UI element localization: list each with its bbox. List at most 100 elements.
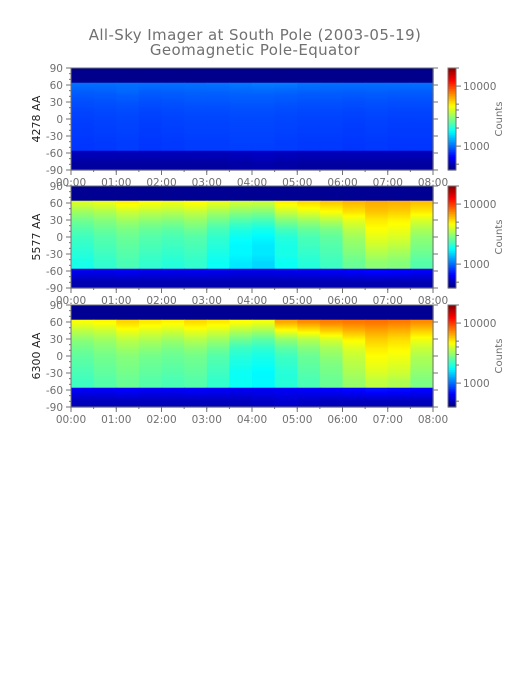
heatmap-cell: [342, 125, 366, 128]
heatmap-cell: [93, 327, 117, 330]
heatmap-cell: [161, 378, 185, 381]
heatmap-cell: [229, 305, 253, 307]
heatmap-cell: [274, 252, 298, 255]
heatmap-cell: [410, 125, 434, 128]
heatmap-cell: [116, 138, 140, 140]
heatmap-cell: [252, 273, 276, 275]
heatmap-cell: [116, 371, 140, 374]
heatmap-cell: [71, 132, 95, 135]
heatmap-cell: [342, 277, 366, 280]
heatmap-cell: [365, 214, 389, 217]
heatmap-cell: [229, 239, 253, 241]
heatmap-cell: [319, 80, 344, 83]
heatmap-cell: [93, 284, 117, 287]
heatmap-cell: [138, 192, 163, 195]
heatmap-cell: [161, 356, 185, 358]
heatmap-cell: [252, 277, 276, 280]
heatmap-cell: [71, 149, 95, 152]
heatmap-cell: [184, 131, 208, 134]
heatmap-cell: [387, 134, 411, 137]
heatmap-cell: [365, 85, 389, 87]
heatmap-cell: [229, 132, 253, 135]
heatmap-cell: [206, 201, 230, 204]
heatmap-cell: [342, 377, 366, 380]
heatmap-cell: [138, 344, 163, 347]
heatmap-cell: [229, 396, 253, 399]
heatmap-cell: [365, 316, 389, 319]
heatmap-cell: [319, 325, 344, 328]
heatmap-cell: [387, 148, 411, 151]
heatmap-cell: [116, 317, 140, 320]
heatmap-cell: [410, 362, 434, 365]
heatmap-cell: [319, 78, 344, 80]
heatmap-cell: [365, 394, 389, 397]
heatmap-cell: [252, 369, 276, 372]
heatmap-cell: [206, 224, 230, 227]
heatmap-cell: [319, 128, 344, 130]
heatmap-cell: [93, 337, 117, 340]
heatmap-cell: [365, 386, 389, 389]
heatmap-cell: [410, 88, 434, 91]
heatmap-cell: [161, 148, 185, 151]
heatmap-cell: [206, 97, 230, 100]
heatmap-cell: [93, 316, 117, 319]
heatmap-cell: [229, 120, 253, 122]
heatmap-cell: [161, 254, 185, 256]
heatmap-cell: [71, 396, 95, 399]
heatmap-cell: [184, 212, 208, 214]
heatmap-cell: [342, 240, 366, 243]
heatmap-cell: [184, 213, 208, 215]
heatmap-cell: [342, 97, 366, 100]
heatmap-cell: [342, 365, 366, 367]
heatmap-cell: [410, 206, 434, 209]
heatmap-cell: [229, 404, 253, 407]
heatmap-cell: [410, 74, 434, 77]
heatmap-cell: [297, 111, 321, 113]
heatmap-cell: [365, 145, 389, 147]
heatmap-cell: [387, 319, 411, 322]
heatmap-cell: [71, 90, 95, 93]
colorbar-step: [448, 250, 456, 253]
heatmap-cell: [274, 277, 298, 280]
heatmap-cell: [93, 95, 117, 97]
heatmap-cell: [252, 280, 276, 282]
heatmap-cell: [138, 254, 163, 256]
heatmap-cell: [138, 112, 163, 114]
heatmap-cell: [229, 151, 253, 154]
heatmap-cell: [387, 123, 411, 126]
heatmap-cell: [184, 331, 208, 333]
heatmap-cell: [365, 109, 389, 112]
heatmap-cell: [161, 186, 185, 188]
colorbar-step: [448, 191, 456, 194]
heatmap-cell: [138, 319, 163, 322]
heatmap-cell: [365, 105, 389, 108]
heatmap-cell: [116, 377, 140, 380]
heatmap-cell: [229, 362, 253, 365]
heatmap-cell: [206, 259, 230, 262]
heatmap-cell: [71, 393, 95, 396]
heatmap-cell: [138, 115, 163, 118]
heatmap-cell: [161, 203, 185, 205]
heatmap-cell: [206, 358, 230, 360]
heatmap-cell: [184, 134, 208, 137]
heatmap-cell: [206, 198, 230, 201]
colorbar-step: [448, 306, 456, 309]
heatmap-cell: [161, 376, 185, 379]
heatmap-cell: [229, 275, 253, 278]
heatmap-cell: [71, 98, 95, 101]
heatmap-cell: [206, 189, 230, 192]
heatmap-cell: [71, 233, 95, 236]
heatmap-cell: [410, 282, 434, 285]
heatmap-cell: [71, 213, 95, 215]
heatmap-cell: [116, 400, 140, 402]
heatmap-cell: [297, 96, 321, 99]
heatmap-cell: [319, 359, 344, 362]
colorbar-step: [448, 335, 456, 338]
heatmap-cell: [274, 102, 298, 104]
heatmap-cell: [297, 322, 321, 324]
heatmap-cell: [297, 121, 321, 123]
heatmap-cell: [71, 387, 95, 390]
heatmap-cell: [342, 369, 366, 372]
heatmap-cell: [206, 159, 230, 162]
heatmap-cell: [365, 198, 389, 201]
